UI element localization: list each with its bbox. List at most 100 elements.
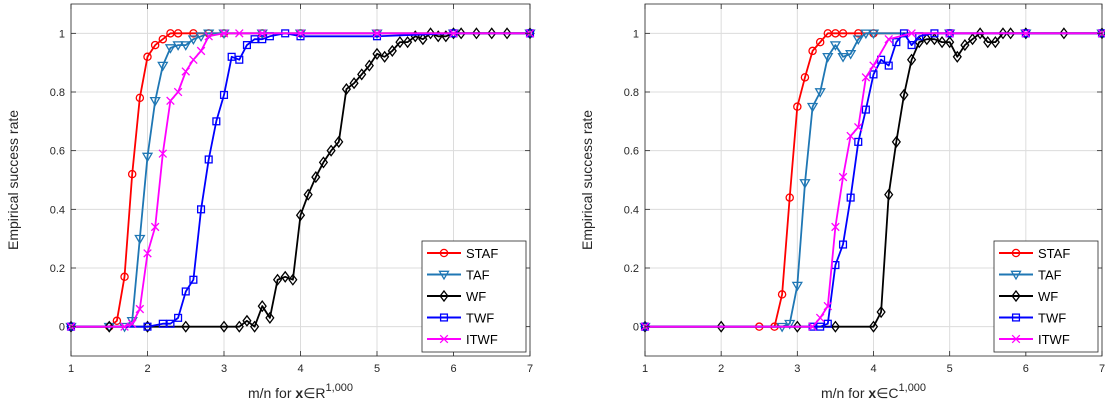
chart-panel-2: 1 2 3 4 5 6 7 0 0.2 0.4 0.6 0.8 1 Empirical success r…	[579, 3, 1105, 401]
data-point-taf	[867, 29, 880, 40]
data-point-wf	[792, 320, 802, 333]
data-point-wf	[922, 33, 932, 46]
legend-label-staf: STAF	[466, 246, 498, 261]
x-axis-label-prefix: m/n for	[821, 385, 868, 401]
data-point-wf	[716, 320, 726, 333]
data-point-taf	[141, 152, 154, 163]
data-point-itwf	[257, 29, 267, 38]
data-point-twf	[816, 322, 825, 331]
data-point-itwf	[815, 313, 825, 323]
data-point-twf	[869, 70, 878, 79]
data-point-staf	[158, 34, 168, 44]
data-point-twf	[892, 38, 901, 47]
data-point-wf	[830, 320, 841, 333]
data-point-wf	[945, 36, 955, 49]
legend-label-itwf: ITWF	[1038, 332, 1070, 347]
data-point-wf	[975, 27, 985, 40]
y-tick-label: 0.6	[624, 146, 639, 158]
data-point-wf	[242, 314, 252, 327]
data-point-wf	[364, 59, 374, 72]
data-point-wf	[318, 156, 329, 169]
chart-panel-1: 1 2 3 4 5 6 7 0 0.2 0.4 0.6 0.8 1 Empirical success r…	[5, 3, 536, 401]
data-point-twf	[846, 193, 855, 202]
y-tick-label: 0.6	[50, 146, 65, 158]
y-tick-label: 0	[633, 322, 639, 334]
x-tick-label: 3	[221, 363, 227, 375]
data-point-twf	[227, 52, 236, 61]
data-point-twf	[838, 240, 848, 249]
data-point-itwf	[945, 29, 954, 38]
y-tick-label: 0.2	[624, 263, 639, 275]
x-axis-label-sup: 1,000	[899, 382, 927, 394]
data-point-wf	[395, 36, 405, 49]
data-point-itwf	[127, 319, 137, 328]
legend-label-wf: WF	[1038, 289, 1058, 304]
data-point-taf	[164, 44, 177, 54]
data-point-staf	[135, 93, 145, 103]
data-point-twf	[258, 35, 267, 44]
x-tick-label: 3	[794, 363, 800, 375]
data-point-itwf	[854, 122, 863, 132]
data-point-itwf	[120, 322, 129, 331]
series-itwf	[66, 29, 535, 331]
data-point-wf	[326, 144, 336, 157]
data-point-itwf	[166, 96, 175, 106]
data-point-wf	[349, 77, 359, 90]
data-point-wf	[341, 82, 352, 96]
data-point-itwf	[143, 249, 152, 258]
data-point-wf	[387, 44, 397, 58]
data-point-taf	[829, 41, 842, 51]
data-point-wf	[311, 170, 321, 184]
data-point-twf	[143, 322, 152, 331]
data-point-itwf	[449, 29, 458, 38]
data-point-wf	[960, 38, 970, 52]
data-point-itwf	[158, 149, 168, 158]
data-point-taf	[837, 52, 849, 63]
legend-label-taf: TAF	[466, 268, 490, 283]
data-point-taf	[806, 102, 819, 113]
data-point-taf	[157, 61, 169, 72]
data-point-wf	[265, 311, 275, 324]
legend-swatch-staf-marker	[1011, 248, 1021, 258]
x-axis-label-prefix: m/n for	[248, 385, 295, 401]
data-point-staf	[120, 272, 129, 282]
data-point-taf	[784, 319, 796, 330]
x-tick-label: 2	[144, 363, 150, 375]
data-point-taf	[172, 41, 184, 51]
y-tick-label: 0.2	[50, 263, 65, 275]
data-point-wf	[487, 27, 497, 40]
x-tick-label: 4	[297, 363, 303, 375]
data-point-wf	[234, 320, 244, 333]
data-point-wf	[295, 209, 306, 222]
x-tick-label: 6	[1023, 363, 1029, 375]
data-point-wf	[967, 33, 978, 46]
x-tick-label: 1	[642, 363, 648, 375]
data-point-itwf	[173, 87, 183, 97]
data-point-wf	[1005, 27, 1016, 40]
data-point-twf	[235, 55, 244, 64]
data-point-staf	[800, 73, 810, 82]
data-point-taf	[134, 234, 146, 245]
legend-label-twf: TWF	[1038, 311, 1066, 326]
x-tick-label: 5	[947, 363, 953, 375]
data-point-twf	[899, 29, 909, 38]
data-point-itwf	[196, 46, 206, 56]
legend-swatch-taf-marker	[438, 270, 450, 281]
data-point-wf	[257, 300, 267, 313]
data-point-wf	[899, 88, 909, 102]
legend-label-twf: TWF	[466, 311, 494, 326]
legend-swatch-twf-marker	[1011, 313, 1021, 322]
data-point-itwf	[869, 61, 878, 70]
x-axis-label-var: x	[295, 385, 303, 401]
data-point-taf	[799, 179, 811, 189]
data-point-wf	[280, 270, 290, 283]
data-point-twf	[166, 319, 175, 328]
legend-swatch-itwf-marker	[439, 334, 449, 344]
legend-label-wf: WF	[466, 289, 486, 304]
data-point-taf	[791, 281, 803, 292]
data-point-taf	[149, 96, 161, 107]
legend-swatch-wf-marker	[1011, 289, 1021, 303]
data-point-twf	[823, 319, 832, 328]
legend-swatch-itwf-marker	[1011, 334, 1021, 344]
y-tick-label: 1	[59, 28, 65, 40]
